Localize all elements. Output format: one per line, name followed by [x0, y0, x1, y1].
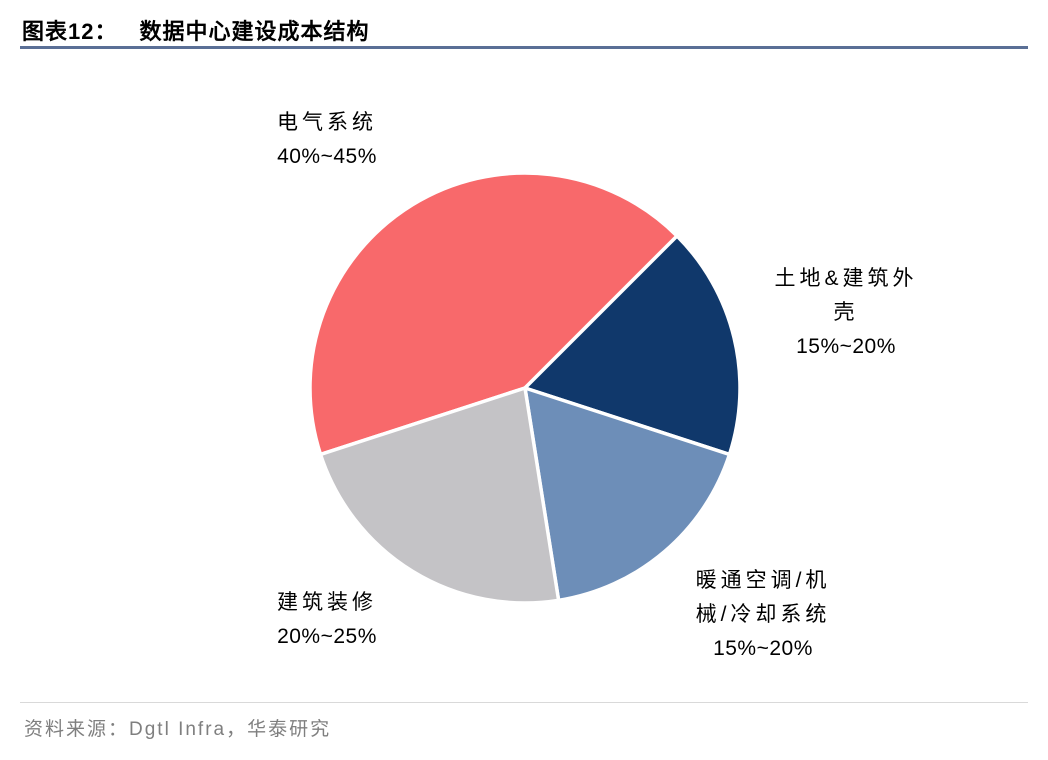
chart-title: 图表12： 数据中心建设成本结构 — [22, 14, 1026, 46]
label-hvac-cooling-value: 15%~20% — [713, 637, 813, 660]
label-land-building-shell-name: 土地&建筑外 壳 — [774, 267, 918, 324]
footer-divider — [20, 702, 1028, 703]
pie-slice-4 — [318, 386, 561, 605]
figure-number: 图表12： — [22, 19, 118, 44]
label-building-decoration-name: 建筑装修 — [277, 591, 377, 614]
label-electrical-systems: 电气系统 40%~45% — [277, 106, 377, 174]
label-hvac-cooling: 暖通空调/机 械/冷却系统 15%~20% — [696, 564, 831, 666]
figure-title-text: 数据中心建设成本结构 — [139, 19, 370, 44]
label-building-decoration-value: 20%~25% — [277, 625, 377, 648]
pie-slice-3 — [523, 386, 732, 603]
pie-slice-2 — [523, 234, 742, 457]
label-building-decoration: 建筑装修 20%~25% — [277, 586, 377, 654]
label-land-building-shell-value: 15%~20% — [796, 335, 896, 358]
label-hvac-cooling-name: 暖通空调/机 械/冷却系统 — [695, 569, 831, 626]
label-electrical-systems-value: 40%~45% — [277, 145, 377, 168]
label-land-building-shell: 土地&建筑外 壳 15%~20% — [774, 262, 917, 364]
title-divider — [20, 46, 1028, 49]
pie-slice-1 — [308, 171, 679, 457]
source-note: 资料来源：Dgtl Infra，华泰研究 — [24, 719, 332, 740]
label-electrical-systems-name: 电气系统 — [277, 111, 377, 134]
